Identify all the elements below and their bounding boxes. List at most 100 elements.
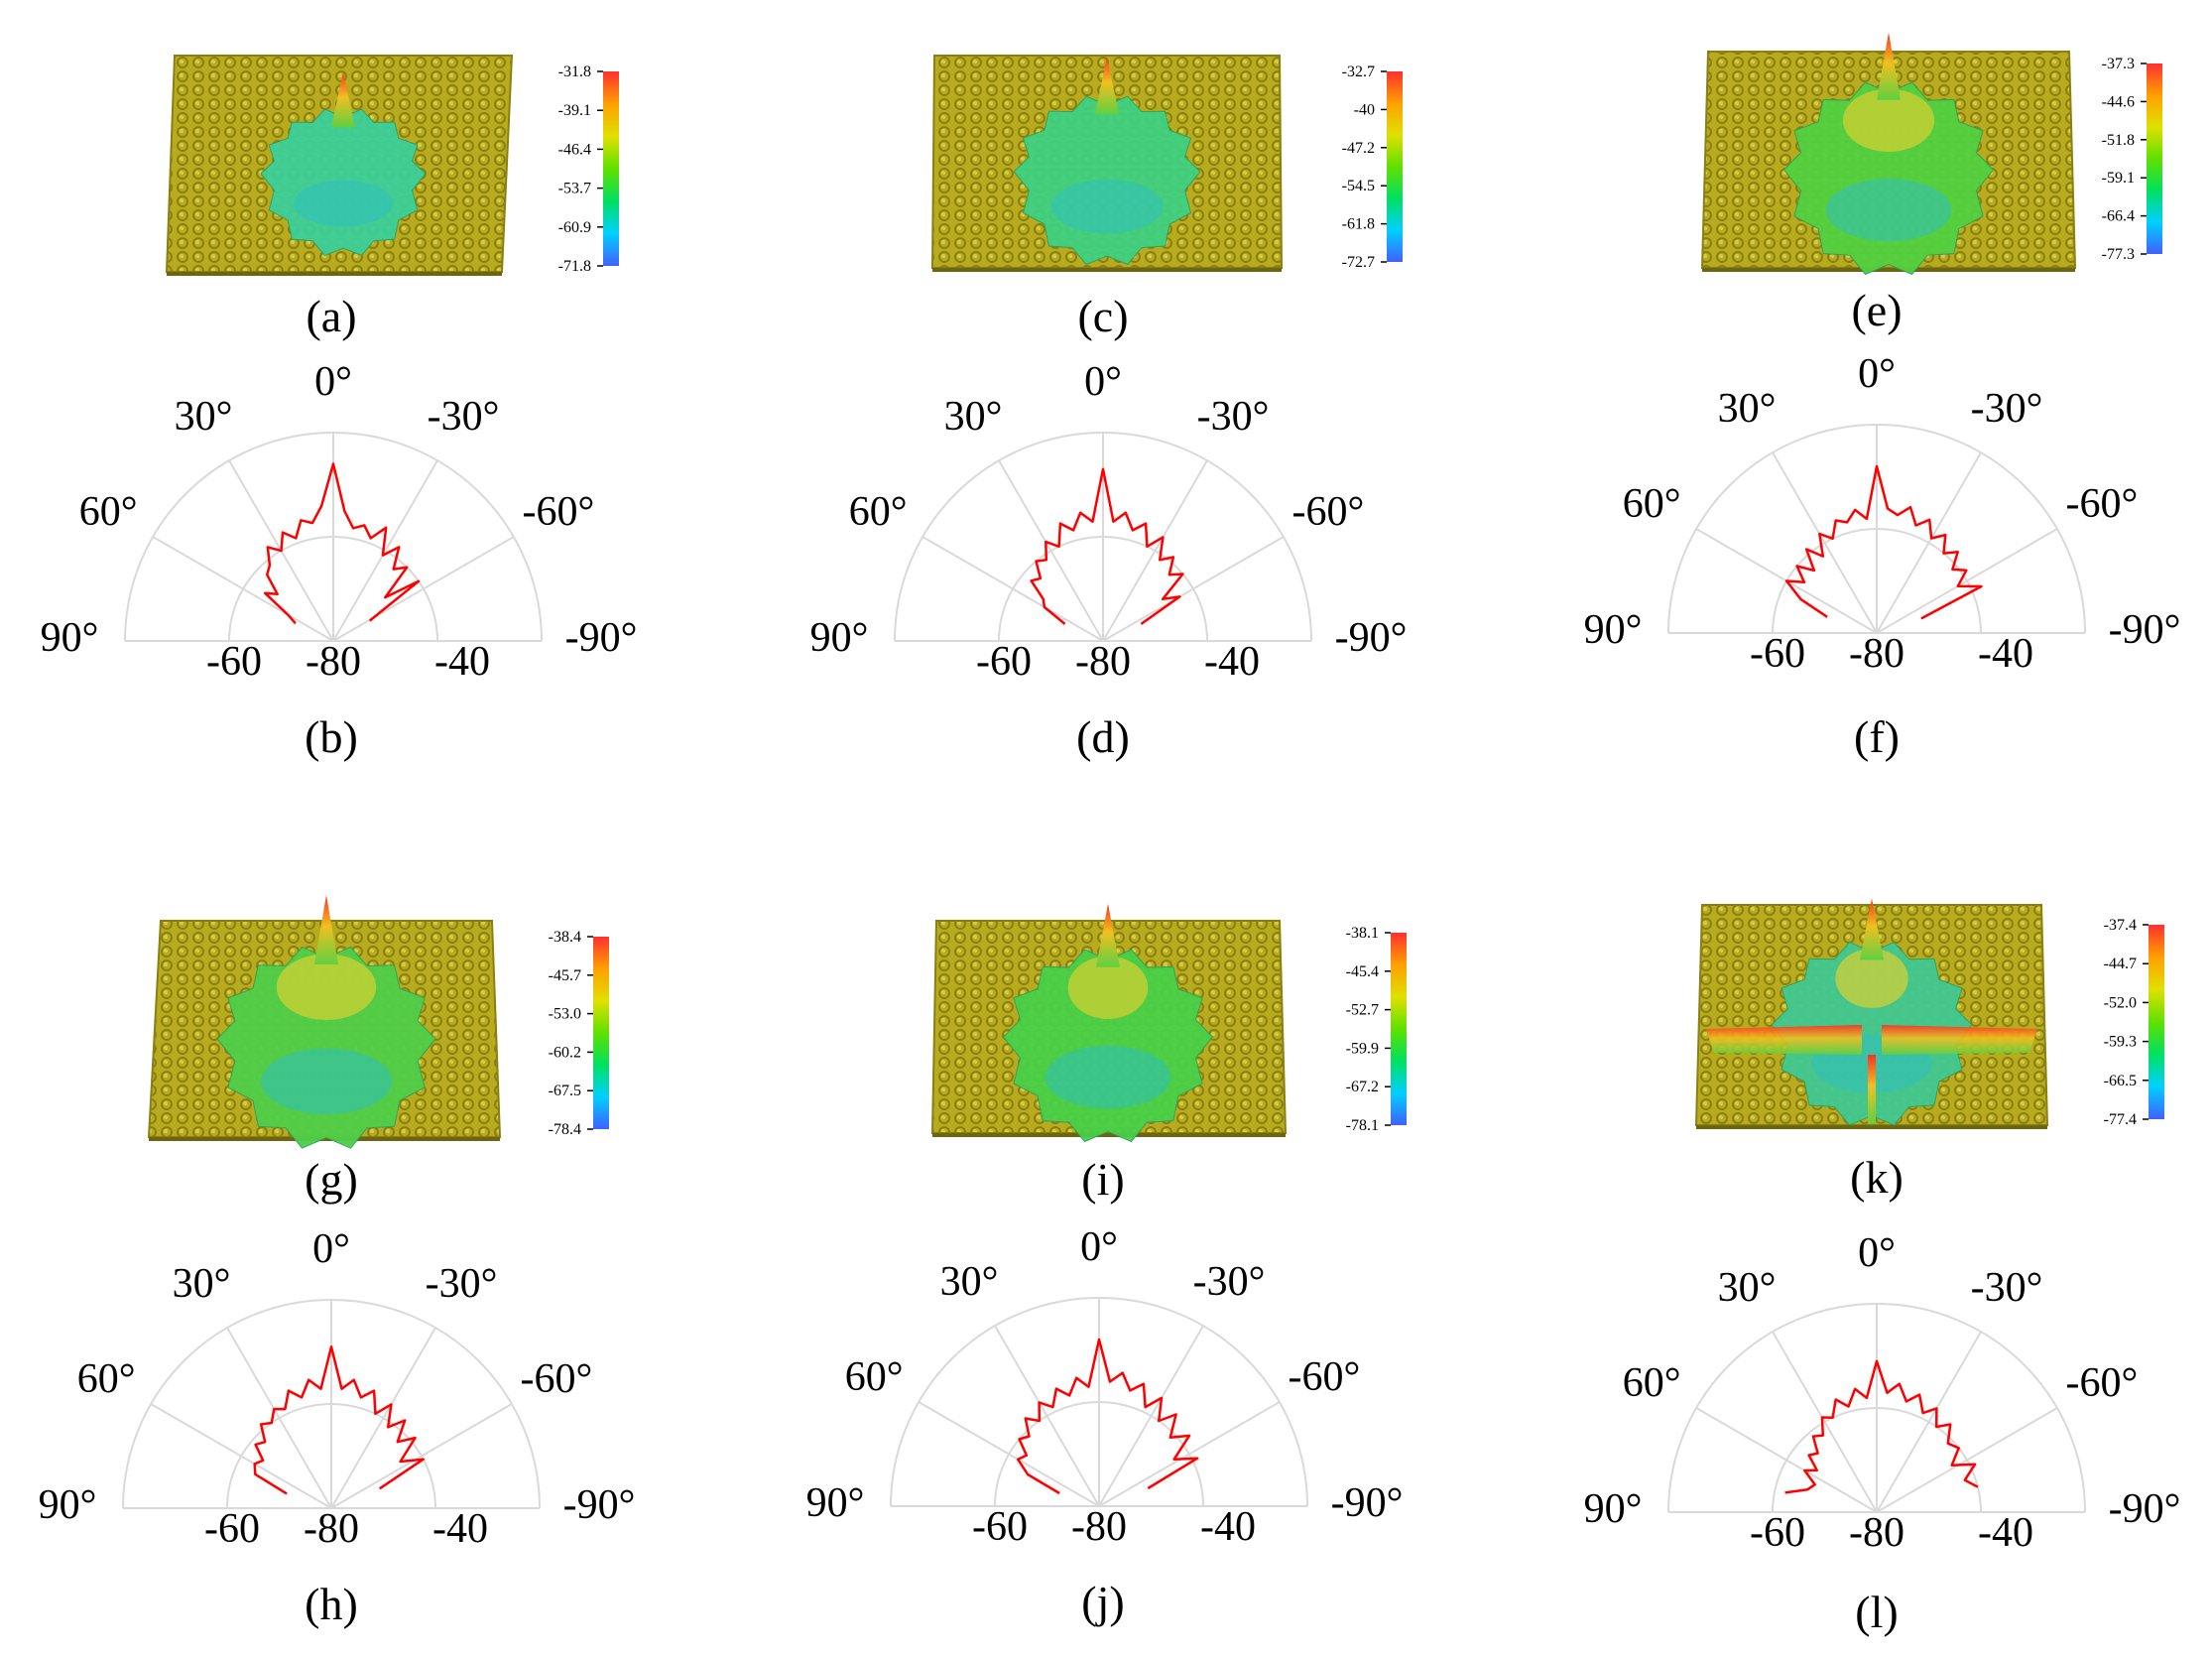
polar-trace bbox=[1030, 467, 1184, 625]
polar-trace bbox=[1784, 1359, 1979, 1494]
polar-grid-spoke bbox=[1695, 1407, 1878, 1513]
polar-trace bbox=[253, 1345, 425, 1495]
polar-radial-label: -80 bbox=[1071, 1504, 1127, 1550]
colorbar-tick-label: -32.7 bbox=[1342, 64, 1375, 80]
colorbar-tick-label: -40 bbox=[1354, 101, 1375, 118]
polar-angle-label: 60° bbox=[1623, 481, 1681, 527]
colorbar-tick-label: -38.1 bbox=[1346, 925, 1379, 942]
polar-grid-spoke bbox=[1876, 528, 2058, 634]
surface-panel-e: -37.3 -44.6 -51.8 -59.1 -66.4 -77.3 bbox=[1700, 32, 2162, 276]
polar-trace bbox=[1784, 464, 1983, 620]
colorbar bbox=[1391, 933, 1407, 1125]
left-lobe bbox=[1706, 1025, 1862, 1055]
polar-grid-spoke bbox=[1098, 1401, 1281, 1507]
scattering-field-high bbox=[1067, 956, 1149, 1019]
colorbar-tick-label: -52.7 bbox=[1346, 1002, 1379, 1019]
colorbar-tick-label: -45.7 bbox=[549, 967, 581, 984]
colorbar-tick-label: -44.7 bbox=[2104, 956, 2137, 972]
polar-radial-label: -80 bbox=[1849, 631, 1905, 677]
colorbar-tick-label: -66.5 bbox=[2104, 1073, 2137, 1089]
polar-angle-label: 90° bbox=[806, 1480, 865, 1526]
scattering-field-low bbox=[294, 180, 393, 227]
polar-grid-spoke bbox=[1876, 1407, 2058, 1513]
polar-angle-label: 60° bbox=[1623, 1360, 1681, 1406]
polar-grid-spoke bbox=[994, 1325, 1100, 1507]
specular-peak bbox=[1096, 903, 1120, 967]
polar-grid-spoke bbox=[332, 459, 438, 642]
polar-angle-label: -90° bbox=[1331, 1480, 1404, 1526]
polar-panel-d: 90° 60° 30° 0° -30° -60° -90° -80 -60 -40 bbox=[810, 359, 1408, 685]
colorbar-tick-label: -78.4 bbox=[549, 1121, 581, 1138]
polar-grid-spoke bbox=[152, 536, 334, 642]
polar-grid-spoke bbox=[1772, 451, 1878, 634]
colorbar-tick-label: -45.4 bbox=[1346, 963, 1379, 980]
subfigure-label-b: (b) bbox=[305, 711, 358, 762]
polar-grid-spoke bbox=[1102, 459, 1208, 642]
colorbar bbox=[2147, 64, 2162, 254]
center-lobe bbox=[1868, 1055, 1876, 1124]
specular-peak bbox=[331, 71, 355, 128]
colorbar-tick-label: -77.3 bbox=[2102, 246, 2135, 263]
specular-peak bbox=[1877, 32, 1901, 100]
polar-grid-spoke bbox=[330, 1327, 436, 1509]
polar-panel-h: 90° 60° 30° 0° -30° -60° -90° -80 -60 -40 bbox=[39, 1226, 636, 1552]
right-lobe bbox=[1882, 1025, 2037, 1055]
surface-edge bbox=[1696, 1125, 2047, 1129]
polar-angle-label: 90° bbox=[810, 615, 869, 661]
polar-angle-label: -30° bbox=[428, 394, 500, 440]
colorbar-tick-label: -77.4 bbox=[2104, 1111, 2137, 1128]
polar-angle-label: 60° bbox=[849, 489, 908, 535]
polar-radial-label: -80 bbox=[1075, 639, 1131, 685]
polar-grid-spoke bbox=[1098, 1325, 1204, 1507]
subfigure-label-f: (f) bbox=[1854, 711, 1900, 762]
colorbar-tick-label: -67.2 bbox=[1346, 1079, 1379, 1095]
polar-panel-j: 90° 60° 30° 0° -30° -60° -90° -80 -60 -40 bbox=[806, 1224, 1404, 1550]
surface-panel-c: -32.7 -40 -47.2 -54.5 -61.8 -72.7 bbox=[930, 55, 1403, 272]
polar-angle-label: -90° bbox=[565, 615, 638, 661]
polar-grid-spoke bbox=[998, 459, 1104, 642]
surface-edge bbox=[932, 268, 1282, 272]
colorbar-tick-label: -39.1 bbox=[558, 102, 591, 119]
polar-radial-label: -60 bbox=[976, 639, 1032, 685]
colorbar-tick-label: -60.2 bbox=[549, 1044, 581, 1061]
colorbar-tick-label: -51.8 bbox=[2102, 132, 2135, 149]
polar-grid-spoke bbox=[226, 1327, 332, 1509]
scattering-field-low bbox=[1050, 179, 1164, 234]
colorbar-tick-label: -59.3 bbox=[2104, 1034, 2137, 1051]
colorbar-tick-label: -60.9 bbox=[558, 219, 591, 236]
polar-panel-l: 90° 60° 30° 0° -30° -60° -90° -80 -60 -40 bbox=[1584, 1230, 2181, 1556]
subfigure-label-k: (k) bbox=[1850, 1152, 1904, 1203]
polar-angle-label: 0° bbox=[1084, 359, 1122, 405]
polar-radial-label: -60 bbox=[972, 1504, 1028, 1550]
polar-angle-label: -90° bbox=[2109, 607, 2181, 653]
polar-angle-label: 30° bbox=[944, 394, 1003, 440]
polar-angle-label: -30° bbox=[1971, 1265, 2043, 1311]
subfigure-label-j: (j) bbox=[1081, 1577, 1125, 1627]
colorbar-tick-label: -78.1 bbox=[1346, 1117, 1379, 1134]
colorbar-tick-label: -71.8 bbox=[558, 258, 591, 275]
polar-radial-label: -40 bbox=[1204, 639, 1260, 685]
specular-peak bbox=[1860, 898, 1884, 960]
polar-grid-spoke bbox=[332, 536, 515, 642]
scattering-field-high bbox=[1835, 949, 1908, 1008]
polar-angle-label: -60° bbox=[1289, 1354, 1361, 1400]
surface-panel-k: -37.4 -44.7 -52.0 -59.3 -66.5 -77.4 bbox=[1694, 898, 2164, 1129]
colorbar-tick-label: -44.6 bbox=[2102, 93, 2135, 110]
polar-radial-label: -60 bbox=[1750, 1510, 1805, 1556]
colorbar-tick-label: -66.4 bbox=[2102, 208, 2135, 225]
polar-angle-label: 90° bbox=[41, 615, 99, 661]
polar-panel-f: 90° 60° 30° 0° -30° -60° -90° -80 -60 -40 bbox=[1584, 351, 2181, 677]
polar-grid-spoke bbox=[1876, 451, 1982, 634]
colorbar-tick-label: -59.9 bbox=[1346, 1040, 1379, 1057]
specular-peak bbox=[1095, 57, 1119, 115]
polar-trace bbox=[263, 462, 421, 625]
polar-radial-label: -80 bbox=[304, 1506, 359, 1552]
polar-grid-spoke bbox=[922, 536, 1104, 642]
scattering-field-high bbox=[276, 954, 377, 1020]
polar-angle-label: 90° bbox=[1584, 1486, 1643, 1532]
polar-trace bbox=[1016, 1338, 1199, 1495]
colorbar-tick-label: -53.7 bbox=[558, 181, 591, 197]
polar-angle-label: -90° bbox=[1335, 615, 1408, 661]
colorbar-tick-label: -59.1 bbox=[2102, 170, 2135, 187]
polar-radial-label: -40 bbox=[432, 1506, 488, 1552]
